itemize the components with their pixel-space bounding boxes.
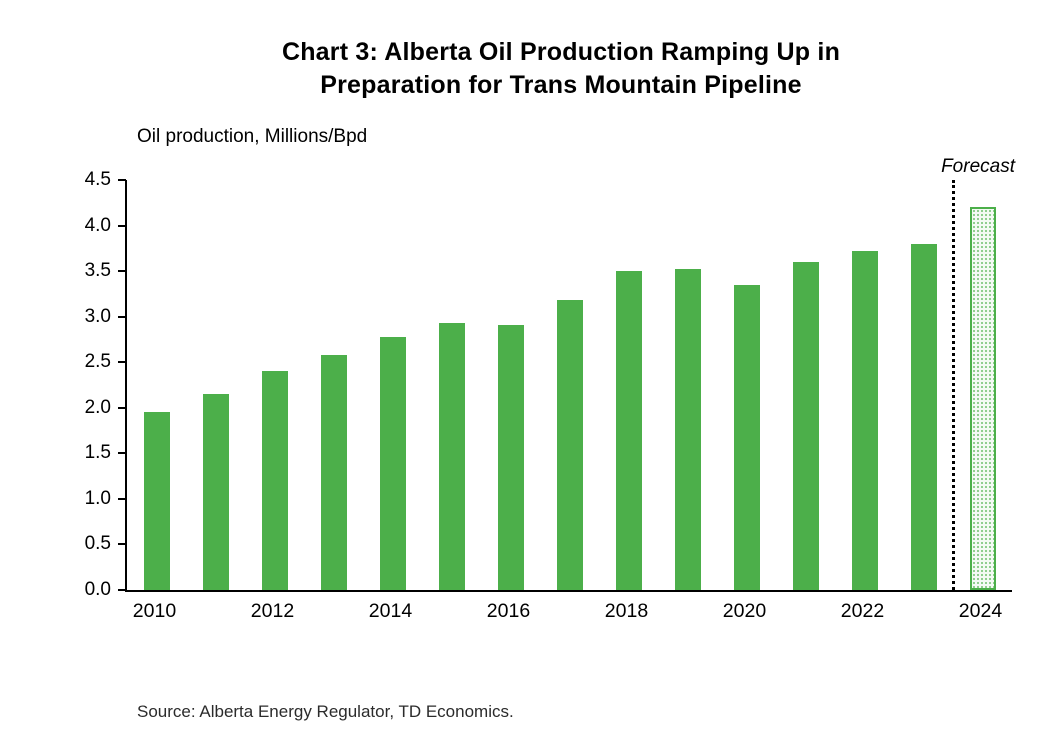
x-tick-label-2024: 2024 — [958, 600, 1003, 622]
x-tick-label-2016: 2016 — [486, 600, 531, 622]
bar-2010 — [143, 412, 170, 590]
bar-2011 — [202, 394, 229, 590]
source-note: Source: Alberta Energy Regulator, TD Eco… — [137, 702, 514, 721]
bar-2021 — [792, 262, 819, 590]
y-tick-mark — [118, 224, 126, 227]
bar-2017 — [556, 300, 583, 590]
y-axis-tick-labels: 0.0 0.5 1.0 1.5 2.0 2.5 3.0 3.5 4.0 4.5 — [55, 169, 111, 600]
y-tick-mark — [118, 361, 126, 364]
y-axis-title: Oil production, Millions/Bpd — [137, 126, 368, 147]
forecast-annotation: Forecast — [941, 156, 1015, 177]
y-tick-mark — [118, 589, 126, 591]
x-tick-label-2014: 2014 — [368, 600, 413, 622]
bar-2013 — [320, 354, 347, 590]
x-tick-label-2022: 2022 — [840, 600, 885, 622]
y-tick-label-4.5: 4.5 — [84, 169, 111, 190]
y-tick-label-1.0: 1.0 — [84, 487, 111, 509]
bar-2019 — [674, 269, 701, 590]
y-tick-label-3.0: 3.0 — [84, 305, 111, 327]
chart-title: Chart 3: Alberta Oil Production Ramping … — [66, 36, 1052, 101]
y-tick-label-1.5: 1.5 — [84, 442, 111, 464]
y-tick-mark — [118, 543, 126, 546]
y-tick-label-0.0: 0.0 — [84, 579, 111, 600]
y-tick-mark — [118, 270, 126, 273]
y-tick-label-0.5: 0.5 — [84, 533, 111, 555]
bar-2023 — [910, 243, 937, 590]
x-tick-label-2020: 2020 — [722, 600, 767, 622]
x-tick-label-2018: 2018 — [604, 600, 649, 622]
y-tick-label-2.0: 2.0 — [84, 396, 111, 418]
bar-2020 — [733, 284, 760, 590]
y-tick-mark — [118, 452, 126, 455]
y-tick-label-3.5: 3.5 — [84, 260, 111, 282]
y-tick-mark — [118, 315, 126, 318]
y-tick-mark — [118, 179, 126, 181]
x-tick-label-2010: 2010 — [132, 600, 177, 622]
y-tick-mark — [118, 497, 126, 500]
forecast-divider-line — [951, 180, 955, 590]
bar-2018 — [615, 271, 642, 590]
bar-2012 — [261, 371, 288, 590]
chart-title-line2: Preparation for Trans Mountain Pipeline — [320, 70, 802, 99]
y-tick-label-2.5: 2.5 — [84, 351, 111, 373]
bar-2024-forecast — [969, 207, 996, 590]
plot-wrapper: 0.0 0.5 1.0 1.5 2.0 2.5 3.0 3.5 4.0 4.5 2010 2012 2… — [85, 169, 1012, 622]
plot-area — [118, 179, 1012, 592]
y-tick-label-4.0: 4.0 — [84, 214, 111, 236]
x-tick-label-2012: 2012 — [250, 600, 295, 622]
bar-2015 — [438, 323, 465, 590]
x-axis-tick-labels: 2010 2012 2014 2016 2018 2020 2022 2024 — [125, 600, 1010, 628]
y-tick-mark — [118, 406, 126, 409]
bar-2022 — [851, 251, 878, 590]
bar-2016 — [497, 324, 524, 590]
chart-title-line1: Chart 3: Alberta Oil Production Ramping … — [281, 38, 841, 66]
bar-2014 — [379, 336, 406, 590]
